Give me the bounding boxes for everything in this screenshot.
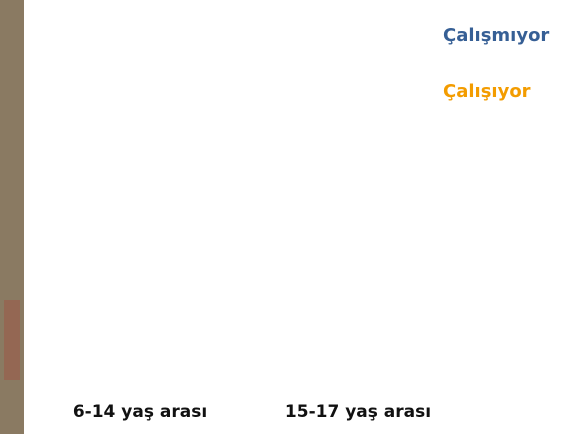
figure-segment (238, 48, 423, 387)
legend-label: Çalışıyor (443, 81, 531, 102)
value-label: % 85,7 (349, 73, 406, 91)
category-label: 6-14 yaş arası (73, 402, 207, 422)
category-label: 15-17 yaş arası (285, 402, 431, 422)
legend-label: Çalışmıyor (443, 25, 549, 46)
figure-segment (20, 0, 205, 309)
photo-strip-detail (4, 300, 20, 380)
chart: % 80,2 % 19,8 6-14 yaş arası % 14,3 % 85,7 15… (0, 0, 573, 434)
value-label: % 19,8 (131, 333, 188, 351)
value-label: % 14,3 (349, 28, 406, 46)
value-label: % 80,2 (131, 28, 188, 46)
